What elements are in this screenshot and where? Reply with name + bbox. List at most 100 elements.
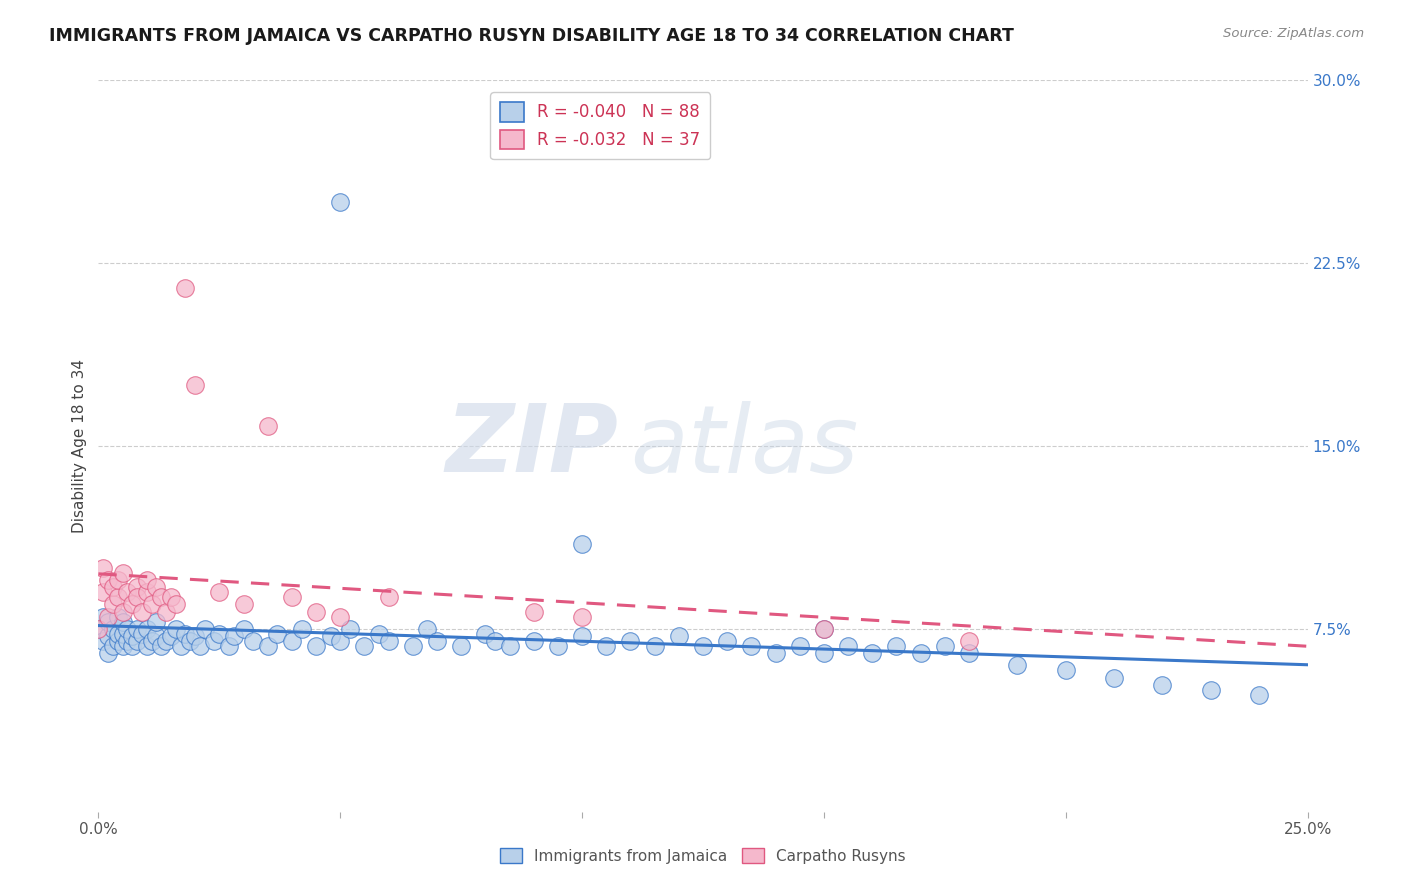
Point — [266, 626, 288, 640]
Point — [141, 634, 163, 648]
Point — [127, 590, 149, 604]
Point — [1249, 688, 1271, 702]
Point — [281, 590, 304, 604]
Point — [402, 639, 425, 653]
Point — [107, 626, 129, 640]
Point — [474, 626, 496, 640]
Point — [91, 609, 114, 624]
Point — [813, 646, 835, 660]
Point — [910, 646, 932, 660]
Point — [135, 585, 157, 599]
Point — [1152, 678, 1174, 692]
Point — [595, 639, 617, 653]
Point — [329, 609, 352, 624]
Point — [169, 639, 191, 653]
Point — [837, 639, 859, 653]
Point — [290, 622, 312, 636]
Point — [484, 634, 506, 648]
Point — [242, 634, 264, 648]
Point — [184, 378, 207, 392]
Point — [107, 590, 129, 604]
Point — [571, 609, 593, 624]
Point — [155, 634, 177, 648]
Point — [329, 634, 352, 648]
Point — [131, 605, 153, 619]
Point — [121, 598, 143, 612]
Point — [184, 629, 207, 643]
Point — [87, 622, 110, 636]
Point — [165, 622, 187, 636]
Point — [256, 639, 278, 653]
Point — [150, 590, 173, 604]
Point — [571, 536, 593, 550]
Point — [97, 573, 120, 587]
Point — [127, 622, 149, 636]
Point — [523, 605, 546, 619]
Point — [174, 626, 197, 640]
Point — [813, 622, 835, 636]
Point — [97, 646, 120, 660]
Point — [644, 639, 666, 653]
Point — [91, 634, 114, 648]
Point — [218, 639, 240, 653]
Point — [789, 639, 811, 653]
Point — [339, 622, 361, 636]
Point — [571, 629, 593, 643]
Point — [716, 634, 738, 648]
Point — [101, 639, 124, 653]
Point — [101, 598, 124, 612]
Point — [145, 615, 167, 629]
Point — [377, 634, 399, 648]
Point — [127, 634, 149, 648]
Point — [619, 634, 641, 648]
Point — [117, 585, 139, 599]
Point — [668, 629, 690, 643]
Point — [194, 622, 217, 636]
Point — [111, 615, 134, 629]
Point — [377, 590, 399, 604]
Point — [179, 634, 201, 648]
Point — [813, 622, 835, 636]
Text: atlas: atlas — [630, 401, 859, 491]
Point — [1199, 682, 1222, 697]
Legend: Immigrants from Jamaica, Carpatho Rusyns: Immigrants from Jamaica, Carpatho Rusyns — [494, 842, 912, 870]
Point — [498, 639, 520, 653]
Point — [450, 639, 472, 653]
Point — [860, 646, 883, 660]
Point — [160, 629, 183, 643]
Point — [91, 585, 114, 599]
Text: Source: ZipAtlas.com: Source: ZipAtlas.com — [1223, 27, 1364, 40]
Point — [87, 622, 110, 636]
Point — [1102, 671, 1125, 685]
Point — [957, 634, 980, 648]
Point — [107, 634, 129, 648]
Point — [305, 605, 328, 619]
Point — [934, 639, 956, 653]
Point — [117, 634, 139, 648]
Point — [256, 419, 278, 434]
Point — [135, 573, 157, 587]
Point — [886, 639, 908, 653]
Point — [416, 622, 439, 636]
Point — [145, 629, 167, 643]
Point — [121, 629, 143, 643]
Y-axis label: Disability Age 18 to 34: Disability Age 18 to 34 — [72, 359, 87, 533]
Point — [145, 581, 167, 595]
Point — [141, 598, 163, 612]
Point — [131, 626, 153, 640]
Point — [208, 585, 231, 599]
Point — [765, 646, 787, 660]
Point — [281, 634, 304, 648]
Point — [692, 639, 714, 653]
Point — [547, 639, 569, 653]
Point — [353, 639, 375, 653]
Point — [97, 609, 120, 624]
Point — [135, 639, 157, 653]
Point — [101, 581, 124, 595]
Point — [305, 639, 328, 653]
Point — [232, 622, 254, 636]
Point — [97, 629, 120, 643]
Text: IMMIGRANTS FROM JAMAICA VS CARPATHO RUSYN DISABILITY AGE 18 TO 34 CORRELATION CH: IMMIGRANTS FROM JAMAICA VS CARPATHO RUSY… — [49, 27, 1014, 45]
Point — [160, 590, 183, 604]
Point — [174, 280, 197, 294]
